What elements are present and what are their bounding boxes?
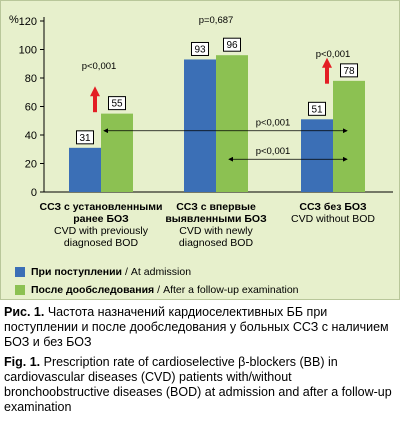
data-label-box bbox=[223, 37, 241, 52]
data-label: 93 bbox=[194, 44, 206, 55]
comparison-p-label: p<0,001 bbox=[256, 146, 291, 157]
bar-followup bbox=[101, 113, 133, 192]
legend-label-ru: После дообследования bbox=[31, 284, 155, 296]
y-tick-label: 60 bbox=[25, 102, 37, 114]
y-tick-label: 120 bbox=[19, 16, 37, 28]
y-tick-label: 40 bbox=[25, 130, 37, 142]
legend: При поступлении / At admission После доо… bbox=[15, 263, 299, 299]
legend-swatch-admission bbox=[15, 267, 25, 277]
y-tick-label: 80 bbox=[25, 73, 37, 85]
data-label-box bbox=[191, 41, 209, 56]
data-label: 51 bbox=[311, 104, 323, 115]
category-label-en: CVD without BOD bbox=[291, 213, 375, 225]
legend-separator: / bbox=[125, 266, 128, 278]
data-label-box bbox=[108, 96, 126, 111]
caption-en: Fig. 1. Prescription rate of cardioselec… bbox=[4, 355, 396, 415]
category-label-ru: ССЗ с впервые bbox=[176, 201, 256, 213]
caption-ru: Рис. 1. Частота назначений кардиоселекти… bbox=[4, 305, 396, 350]
category-label-ru: ССЗ без БОЗ bbox=[299, 201, 367, 213]
category-label-en: CVD with previously bbox=[54, 225, 149, 237]
p-value-label: p<0,001 bbox=[82, 61, 117, 72]
bar-followup bbox=[216, 55, 248, 193]
legend-label-en: At admission bbox=[130, 266, 192, 278]
category-label-ru: ССЗ с установленными bbox=[40, 201, 163, 213]
caption-en-text: Prescription rate of cardioselective β-b… bbox=[4, 355, 392, 414]
y-tick-label: 100 bbox=[19, 45, 37, 57]
caption-en-label: Fig. 1. bbox=[4, 355, 41, 369]
y-axis-label: % bbox=[9, 14, 19, 26]
bar-chart: % 0 20 40 60 80 100 120 31 93 51 55 96 78 p<0,001 p=0,6… bbox=[9, 14, 393, 249]
legend-separator: / bbox=[157, 284, 161, 296]
bar-followup bbox=[333, 80, 365, 192]
y-tick-label: 20 bbox=[25, 159, 37, 171]
category-label-en: diagnosed BOD bbox=[64, 237, 139, 249]
category-label-en: CVD with newly bbox=[179, 225, 253, 237]
up-arrow-head bbox=[90, 86, 100, 97]
figure-captions: Рис. 1. Частота назначений кардиоселекти… bbox=[4, 305, 396, 420]
category-label-ru: ранее БОЗ bbox=[73, 213, 129, 225]
bar-admission bbox=[184, 59, 216, 192]
legend-swatch-followup bbox=[15, 285, 25, 295]
data-label: 78 bbox=[343, 66, 355, 77]
bar-admission bbox=[69, 147, 101, 192]
caption-ru-text: Частота назначений кардиоселективных ББ … bbox=[4, 305, 389, 349]
data-label-box bbox=[340, 63, 358, 78]
y-tick-label: 0 bbox=[31, 187, 37, 199]
p-value-label: p<0,001 bbox=[316, 49, 351, 60]
data-label: 96 bbox=[226, 40, 238, 51]
category-label-en: diagnosed BOD bbox=[179, 237, 254, 249]
data-label-box bbox=[308, 101, 326, 116]
p-value-label: p=0,687 bbox=[199, 15, 234, 26]
legend-label-ru: При поступлении bbox=[31, 266, 122, 278]
up-arrow-head bbox=[322, 57, 332, 68]
comparison-p-label: p<0,001 bbox=[256, 118, 291, 129]
legend-item-followup: После дообследования / After a follow-up… bbox=[15, 281, 299, 299]
bar-admission bbox=[301, 119, 333, 192]
category-label-ru: выявленными БОЗ bbox=[165, 213, 267, 225]
figure-panel: % 0 20 40 60 80 100 120 31 93 51 55 96 78 p<0,001 p=0,6… bbox=[0, 0, 400, 300]
data-label: 31 bbox=[79, 133, 91, 144]
legend-item-admission: При поступлении / At admission bbox=[15, 263, 299, 281]
legend-label-en: After a follow-up examination bbox=[163, 284, 299, 296]
caption-ru-label: Рис. 1. bbox=[4, 305, 45, 319]
data-label: 55 bbox=[111, 99, 123, 110]
data-label-box bbox=[76, 130, 94, 145]
